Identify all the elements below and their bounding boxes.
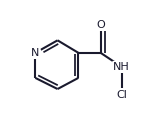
Text: N: N bbox=[31, 48, 39, 58]
Text: Cl: Cl bbox=[116, 90, 127, 100]
Text: O: O bbox=[96, 20, 105, 30]
Text: NH: NH bbox=[113, 62, 130, 72]
